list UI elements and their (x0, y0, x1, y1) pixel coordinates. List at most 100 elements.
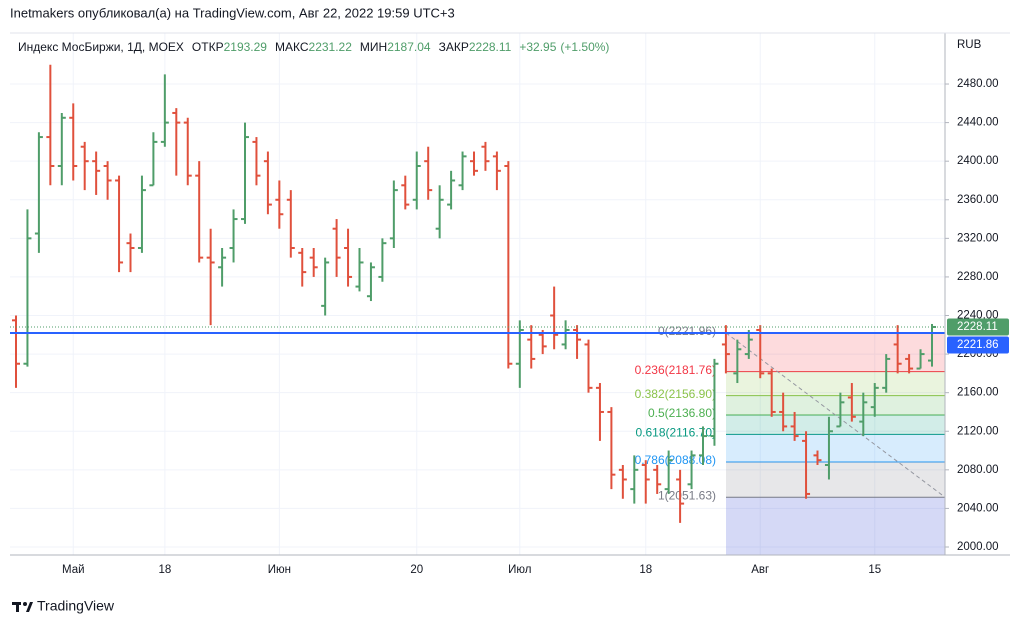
legend: Индекс МосБиржи, 1Д, MOEX ОТКР2193.29 МАКС… (18, 40, 609, 54)
ohlc-bar (378, 238, 387, 282)
logo-part (16, 602, 19, 612)
ohlc-bar (481, 141, 490, 171)
legend-label: ЗАКР (439, 40, 469, 54)
ohlc-bar (458, 151, 467, 191)
axes: RUB 2000.00 2040.00 2080.00 2120.00 2160.00 2… (10, 32, 1010, 576)
ohlc-bar (492, 151, 501, 191)
fib-retracement: 0(2221.96) 0.236(2181.76) 0.382(2156.90) 0.… (635, 324, 946, 555)
ohlc-bar (882, 354, 891, 393)
ohlc-bar (790, 411, 799, 441)
x-tick-label: 15 (868, 564, 881, 576)
ohlc-bar (618, 465, 627, 499)
y-tick-label: 2160.00 (957, 387, 999, 399)
ohlc-bar (218, 247, 227, 287)
logo-part (23, 602, 27, 606)
ohlc-bar (561, 320, 570, 350)
ohlc-bar (401, 175, 410, 210)
fib-label: 0.236(2181.76) (635, 363, 716, 377)
legend-change-percent: (+1.50%) (560, 40, 609, 54)
legend-value: 2187.04 (387, 40, 431, 54)
legend-value: 2231.22 (309, 40, 353, 54)
ohlc-bar (550, 286, 559, 350)
ohlc-bar (424, 146, 433, 200)
fib-band (726, 415, 945, 435)
ohlc-bar (92, 151, 101, 195)
ohlc-bar (767, 368, 776, 417)
hline-label: 2221.86 (957, 339, 999, 351)
legend-label: ОТКР (192, 40, 224, 54)
ohlc-bar (595, 383, 604, 441)
x-tick-label: 20 (410, 564, 423, 576)
ohlc-bar (137, 175, 146, 253)
ohlc-bar (275, 180, 284, 229)
fib-label: 0.5(2136.80) (648, 406, 716, 420)
fib-extension (726, 497, 945, 555)
x-tick-label: Май (62, 564, 85, 576)
ohlc-bar (183, 117, 192, 186)
ohlc-bar (630, 455, 639, 504)
ohlc-bar (905, 354, 914, 374)
ohlc-bar (332, 219, 341, 277)
y-tick-label: 2040.00 (957, 502, 999, 514)
ohlc-bar (916, 349, 925, 370)
ohlc-bar (126, 233, 135, 273)
ohlc-bars (10, 64, 945, 523)
legend-value: 2193.29 (224, 40, 268, 54)
x-tick-label: Июл (508, 564, 531, 576)
legend-label: МАКС (275, 40, 309, 54)
ohlc-bar (447, 170, 456, 210)
ohlc-bar (286, 190, 295, 258)
fib-band (726, 434, 945, 463)
fib-label: 0.786(2088.08) (635, 453, 716, 467)
legend-value: 2228.11 (469, 40, 512, 54)
brand-logo (12, 602, 33, 612)
ohlc-bar (676, 469, 685, 523)
logo-part (26, 602, 33, 612)
ohlc-bar (263, 151, 272, 215)
currency: RUB (957, 39, 982, 51)
ohlc-bar (103, 161, 112, 200)
ohlc-bar (46, 64, 55, 186)
y-tick-label: 2480.00 (957, 78, 999, 90)
ohlc-bar (57, 112, 66, 186)
fib-label: 0(2221.96) (658, 324, 716, 338)
y-tick-label: 2440.00 (957, 117, 999, 129)
fib-label: 0.382(2156.90) (635, 387, 716, 401)
ohlc-bar (229, 209, 238, 263)
ohlc-bar (687, 450, 696, 490)
ohlc-bar (34, 132, 43, 253)
fib-band (726, 395, 945, 416)
ohlc-bar (733, 339, 742, 384)
ohlc-bar (435, 185, 444, 239)
y-tick-label: 2120.00 (957, 425, 999, 437)
ohlc-bar (847, 383, 856, 422)
publish-info: Inetmakers опубликовал(а) на TradingView… (10, 5, 455, 20)
ohlc-bar (813, 450, 822, 466)
y-tick-label: 2360.00 (957, 194, 999, 206)
ohlc-bar (321, 257, 330, 316)
fib-label: 0.618(2116.70) (635, 426, 716, 440)
ohlc-bar (389, 180, 398, 248)
legend-label: МИН (360, 40, 387, 54)
ohlc-bar (195, 161, 204, 263)
fib-band (726, 462, 945, 498)
ohlc-bar (309, 247, 318, 277)
hline-tag (947, 336, 1009, 354)
ohlc-bar (573, 325, 582, 359)
ohlc-bar (69, 103, 78, 181)
ohlc-bar (664, 450, 673, 494)
ohlc-bar (802, 431, 811, 499)
ohlc-bar (149, 132, 158, 187)
y-tick-label: 2320.00 (957, 232, 999, 244)
ohlc-bar (607, 407, 616, 490)
ohlc-bar (641, 460, 650, 504)
fib-band (726, 332, 945, 372)
last-price-tag (947, 318, 1009, 336)
y-tick-label: 2280.00 (957, 271, 999, 283)
ohlc-bar (653, 465, 662, 494)
x-tick-label: 18 (158, 564, 171, 576)
y-tick-label: 2000.00 (957, 541, 999, 553)
ohlc-bar (355, 247, 364, 292)
ohlc-bar (172, 108, 181, 176)
